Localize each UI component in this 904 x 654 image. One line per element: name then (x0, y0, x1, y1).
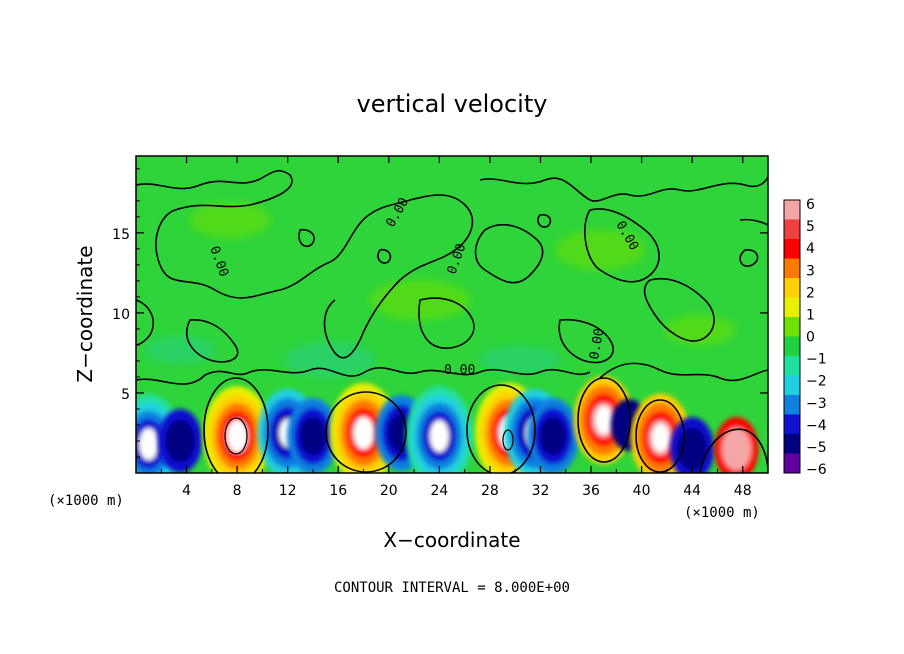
x-tick-label: 12 (279, 483, 297, 499)
x-tick-label: 32 (532, 483, 550, 499)
colorbar-tick-label: −1 (806, 352, 827, 368)
colorbar-frame (783, 199, 801, 474)
data-cells (136, 376, 759, 473)
colorbar-swatch (784, 200, 800, 220)
contour-interval-footer: CONTOUR INTERVAL = 8.000E+00 (334, 580, 570, 596)
colorbar-tick-label: 2 (806, 285, 815, 301)
data-cell (158, 408, 203, 473)
x-tick-label: 28 (481, 483, 499, 499)
colorbar-tick-label: 5 (806, 219, 815, 235)
data-cell (670, 416, 715, 473)
colorbar-swatch (784, 414, 800, 435)
x-tick-label: 40 (633, 483, 651, 499)
x-tick-label: 4 (182, 483, 191, 499)
colorbar-tick-label: −4 (806, 418, 827, 434)
colorbar-tick-label: 4 (806, 241, 815, 257)
colorbar-tick-label: −5 (806, 440, 827, 456)
colorbar-tick-label: 3 (806, 263, 815, 279)
colorbar-swatch (784, 336, 800, 357)
plot-area: 0.00 0.00 0.00 0.00 0.00 0.00 (136, 156, 768, 473)
data-cell (286, 398, 339, 473)
colorbar-swatch (784, 453, 800, 474)
data-cell-core (227, 420, 247, 453)
data-cell-core (652, 423, 669, 452)
data-cell-core (595, 406, 613, 435)
x-tick-label: 36 (582, 483, 600, 499)
colorbar-swatch (784, 375, 800, 396)
y-tick-label: 5 (121, 387, 130, 403)
y-axis-label: Z−coordinate (73, 245, 97, 382)
x-unit-right: (×1000 m) (684, 505, 760, 521)
y-tick-label: 10 (112, 307, 130, 323)
colorbar-swatch (784, 317, 800, 337)
data-cell-layer (172, 430, 188, 452)
colorbar-tick-label: −3 (806, 396, 827, 412)
y-tick-label: 15 (112, 227, 130, 243)
contour-label: 0.00 (587, 327, 607, 360)
colorbar-swatch (784, 258, 800, 279)
chart-title: vertical velocity (357, 90, 548, 118)
data-cell (714, 416, 759, 473)
x-tick-label: 48 (734, 483, 752, 499)
plot-frame (135, 155, 769, 474)
y-axis: 5 10 15 (112, 168, 768, 458)
data-cell-core (139, 428, 159, 461)
colorbar-swatch (784, 356, 800, 376)
contour-lines (136, 169, 768, 473)
x-tick-label: 20 (380, 483, 398, 499)
data-cell (405, 386, 474, 473)
colorbar-tick-label: 0 (806, 330, 815, 346)
colorbar-swatch (784, 278, 800, 298)
x-tick-label: 24 (430, 483, 448, 499)
colorbar-tick-label: −6 (806, 462, 827, 478)
x-unit-left: (×1000 m) (48, 493, 124, 509)
data-cell-layer (546, 426, 560, 446)
colorbar-tick-label: 6 (806, 197, 815, 213)
colorbar-swatch (784, 219, 800, 240)
data-cell-layer (684, 438, 700, 460)
colorbar-swatch (784, 434, 800, 454)
x-tick-label: 16 (329, 483, 347, 499)
colorbar-swatch (784, 297, 800, 318)
x-tick-label: 8 (233, 483, 242, 499)
data-cell-layer (729, 438, 744, 460)
x-tick-label: 44 (683, 483, 701, 499)
data-cell-layer (394, 423, 408, 443)
x-axis: 4 8 12 16 20 24 28 32 36 40 44 48 (160, 156, 752, 499)
contour-label: 0.00 (444, 363, 475, 378)
colorbar: 6 5 4 3 2 1 0 −1 −2 −3 −4 −5 −6 (783, 197, 827, 478)
colorbar-swatch (784, 239, 800, 259)
data-cell (329, 382, 398, 473)
data-cell-layer (306, 426, 320, 446)
colorbar-swatch (784, 395, 800, 415)
data-cell (527, 398, 580, 473)
data-cell-core (429, 420, 449, 453)
data-cell-core (354, 416, 374, 449)
x-axis-label: X−coordinate (383, 528, 520, 552)
colorbar-tick-label: 1 (806, 307, 815, 323)
colorbar-tick-label: −2 (806, 374, 827, 390)
